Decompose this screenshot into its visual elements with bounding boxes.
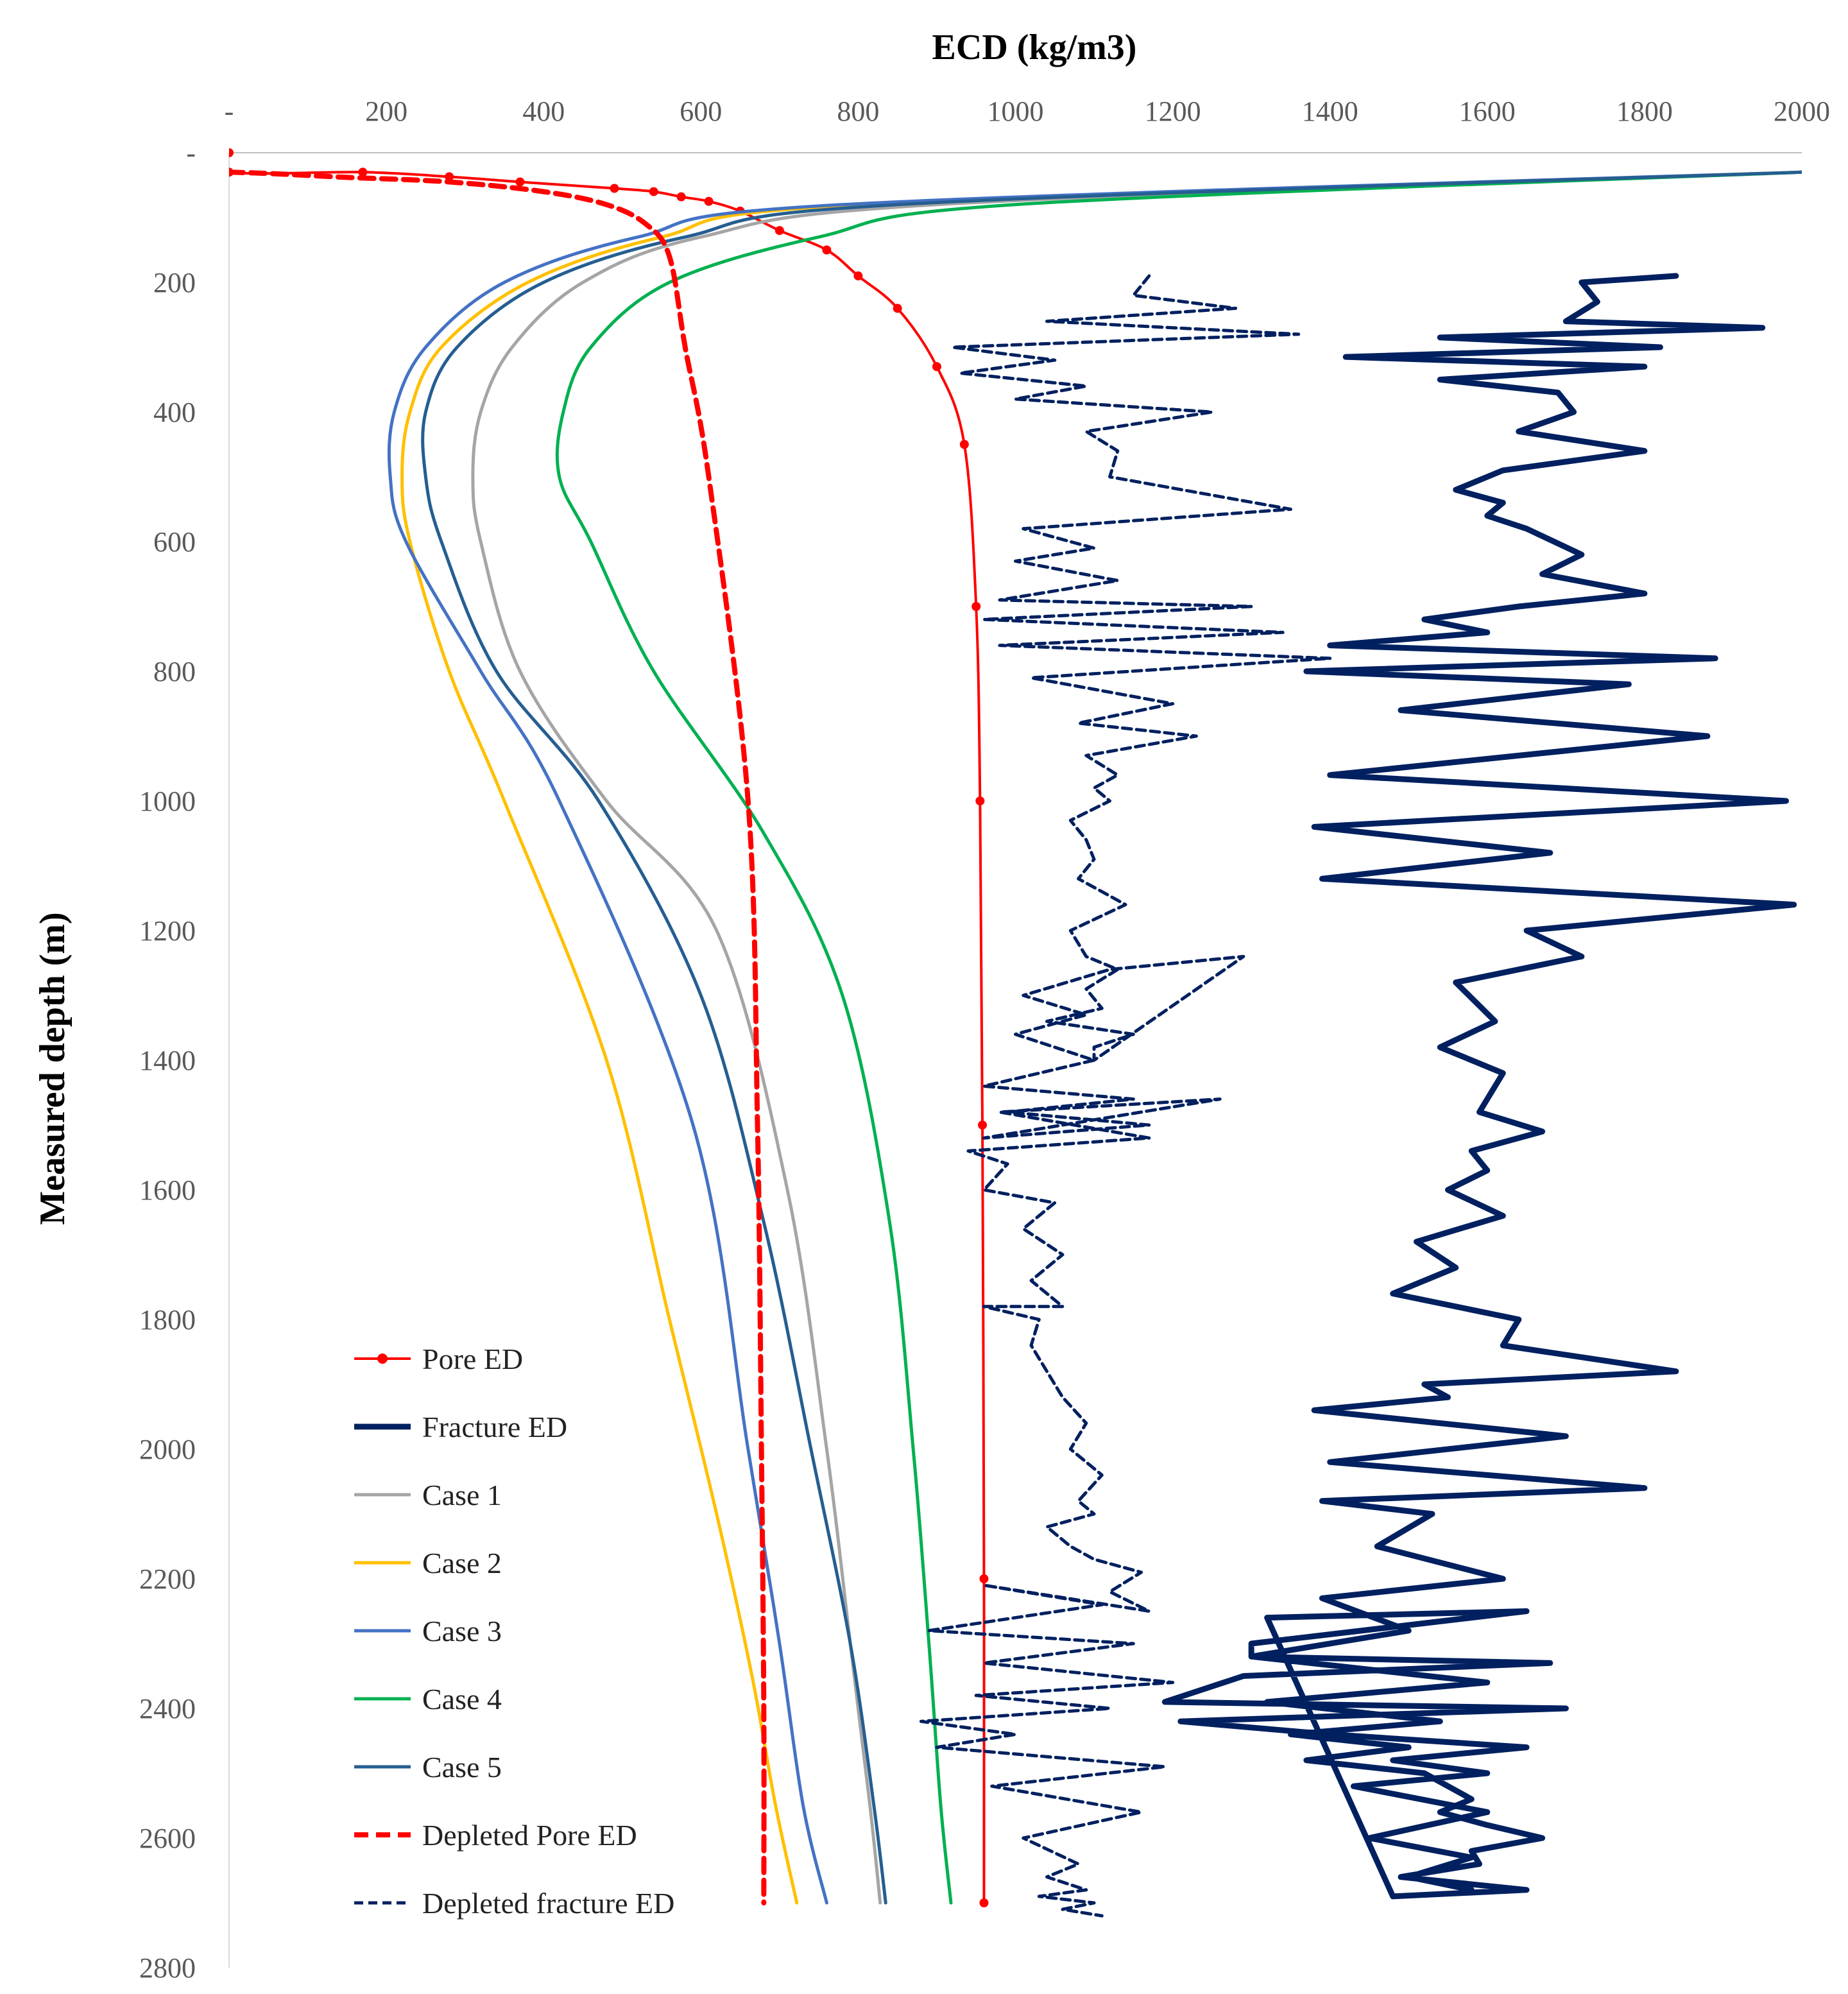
series-line-case-4	[555, 170, 1802, 1905]
series-point-pore-ed	[893, 304, 902, 313]
x-tick-label: 600	[680, 96, 722, 127]
legend-label-case-1: Case 1	[422, 1479, 502, 1511]
series-point-pore-ed	[515, 177, 525, 187]
x-tick-label: 1200	[1145, 96, 1201, 127]
legend-label-depleted-pore-ed: Depleted Pore ED	[422, 1819, 637, 1852]
series-point-pore-ed	[853, 271, 863, 280]
legend-label-case-4: Case 4	[422, 1683, 502, 1715]
legend-label-case-2: Case 2	[422, 1547, 502, 1579]
legend-label-depleted-fracture-ed: Depleted fracture ED	[422, 1887, 674, 1920]
y-tick-label: 2600	[139, 1823, 196, 1854]
x-tick-label: 1000	[988, 96, 1044, 127]
legend: Pore ED Fracture ED Case 1 Case 2 Case 3 Case…	[354, 1343, 674, 1920]
y-tick-label: 600	[153, 526, 196, 558]
x-tick-label: 400	[522, 96, 565, 127]
y-tick-label: 2400	[139, 1693, 196, 1724]
x-tick-label: 200	[365, 96, 407, 127]
plot-area	[229, 148, 1802, 1918]
x-tick-label: 1400	[1302, 96, 1358, 127]
series-point-pore-ed	[229, 148, 234, 157]
x-axis-title: ECD (kg/m3)	[932, 28, 1137, 67]
series-point-pore-ed	[676, 192, 686, 202]
x-tick-label: 2000	[1774, 96, 1830, 127]
x-tick-label: -	[225, 96, 234, 127]
legend-label-pore-ed: Pore ED	[422, 1343, 523, 1375]
y-tick-label: 200	[153, 267, 196, 298]
series-point-pore-ed	[979, 1898, 989, 1907]
y-tick-label: 1800	[139, 1304, 196, 1336]
series-line-pore-ed	[229, 151, 986, 1904]
axes-group: - 200 400 600 800 1000 1200 1400 1600 1800 2000 - 20…	[139, 96, 1830, 1984]
legend-label-case-3: Case 3	[422, 1615, 502, 1647]
series-point-pore-ed	[445, 172, 454, 182]
y-tick-label: 400	[153, 397, 196, 428]
series-point-pore-ed	[979, 1574, 989, 1583]
y-tick-label: 1200	[139, 915, 196, 947]
x-tick-label: 800	[837, 96, 879, 127]
series-point-pore-ed	[971, 602, 981, 611]
series-point-pore-ed	[822, 245, 832, 255]
legend-marker-pore-ed	[377, 1354, 388, 1364]
y-tick-label: 2200	[139, 1563, 196, 1595]
series-line-depleted-fracture-ed	[919, 274, 1332, 1918]
y-tick-label: 1000	[139, 786, 196, 817]
x-tick-label: 1800	[1616, 96, 1673, 127]
series-point-pore-ed	[959, 440, 969, 449]
series-line-case-1	[471, 170, 1802, 1905]
y-tick-label: 800	[153, 656, 196, 687]
series-point-pore-ed	[610, 184, 619, 193]
y-tick-label: 2800	[139, 1952, 196, 1984]
series-point-pore-ed	[978, 1121, 988, 1130]
series-line-case-5	[421, 170, 1802, 1905]
legend-label-fracture-ed: Fracture ED	[422, 1411, 567, 1443]
legend-label-case-5: Case 5	[422, 1751, 502, 1783]
y-tick-label: 1400	[139, 1045, 196, 1076]
y-tick-label: -	[186, 137, 196, 169]
series-line-depleted-pore-ed	[229, 169, 767, 1905]
series-point-pore-ed	[704, 196, 714, 206]
y-tick-label: 1600	[139, 1174, 196, 1206]
series-line-case-2	[400, 170, 1802, 1905]
series-point-pore-ed	[975, 796, 985, 805]
series-point-pore-ed	[932, 362, 941, 372]
series-point-pore-ed	[774, 226, 784, 236]
series-point-pore-ed	[649, 187, 658, 196]
y-axis-title: Measured depth (m)	[33, 912, 73, 1225]
series-point-pore-ed	[358, 168, 368, 177]
series-line-fracture-ed	[1161, 273, 1797, 1900]
y-tick-label: 2000	[139, 1434, 196, 1465]
x-tick-label: 1600	[1459, 96, 1516, 127]
